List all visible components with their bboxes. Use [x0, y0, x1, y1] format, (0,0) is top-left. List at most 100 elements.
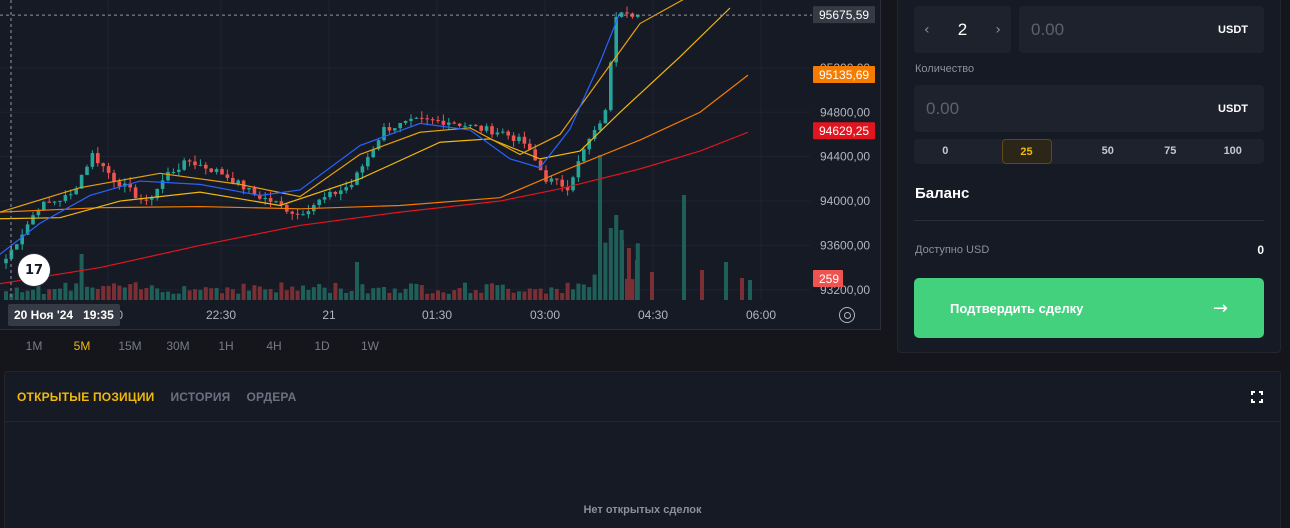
volume-bar: [554, 288, 559, 300]
volume-bar: [484, 284, 489, 300]
order-panel: ‹ 2 › USDT Количество USDT 0 25 50 75 100 Ба…: [897, 0, 1281, 353]
price-chart[interactable]: 95200,0094800,0094400,0094000,0093600,00…: [0, 0, 881, 330]
candle-body: [63, 195, 68, 201]
chevron-right-icon[interactable]: ›: [995, 21, 1001, 38]
candle-body: [592, 130, 597, 139]
volume-bar: [549, 287, 554, 300]
leverage-value: 2: [957, 19, 968, 39]
margin-input[interactable]: [1031, 19, 1211, 40]
candle-body: [598, 123, 602, 131]
volume-bar: [149, 285, 154, 300]
confirm-trade-button[interactable]: Подтвердить сделку →: [914, 278, 1264, 338]
price-tag-label: 259: [819, 272, 839, 286]
candle-body: [468, 124, 473, 126]
volume-bar: [382, 286, 386, 300]
candle-body: [420, 117, 424, 119]
volume-bar: [376, 287, 381, 300]
volume-bar: [333, 282, 338, 300]
candle-body: [636, 14, 640, 17]
candle-body: [328, 191, 332, 198]
candle-body: [436, 120, 440, 122]
timeframe-5m[interactable]: 5M: [73, 339, 91, 353]
available-label: Доступно USD: [915, 244, 990, 256]
candle-body: [69, 194, 73, 196]
volume-bar: [112, 283, 116, 300]
candle-body: [236, 180, 240, 184]
timeframe-1d[interactable]: 1D: [314, 339, 330, 353]
timeframe-4h[interactable]: 4H: [266, 339, 282, 353]
volume-bar: [198, 289, 203, 300]
volume-bar: [430, 293, 435, 300]
candle-body: [522, 136, 527, 144]
leverage-stepper[interactable]: ‹ 2 ›: [914, 6, 1011, 53]
volume-bar: [500, 284, 505, 300]
volume-bar: [176, 293, 181, 300]
positions-tab-1[interactable]: ИСТОРИЯ: [170, 389, 231, 404]
candle-body: [322, 197, 327, 200]
expand-icon[interactable]: [1251, 391, 1263, 403]
volume-bar: [95, 288, 100, 300]
volume-bar: [544, 293, 548, 300]
volume-bar: [182, 286, 187, 300]
ma-mid-line: [0, 7, 731, 220]
candle-body: [398, 122, 402, 129]
candle-body: [268, 198, 273, 202]
candle-body: [150, 198, 154, 200]
volume-bar: [533, 289, 538, 300]
percent-option-25[interactable]: 25: [1001, 139, 1052, 164]
ma-fast-line: [0, 12, 621, 255]
candle-body: [425, 118, 429, 120]
time-axis-label: 04:30: [638, 308, 668, 322]
timeframe-30m[interactable]: 30M: [166, 339, 190, 353]
candle-body: [117, 181, 122, 187]
volume-bar: [317, 284, 322, 300]
time-axis-label: 22:30: [206, 308, 236, 322]
candle-body: [47, 201, 51, 203]
volume-bar: [538, 288, 543, 300]
candle-body: [263, 198, 267, 200]
percent-option-100[interactable]: 100: [1223, 145, 1242, 157]
positions-tabs: ОТКРЫТЫЕ ПОЗИЦИИ ИСТОРИЯ ОРДЕРА: [5, 372, 1280, 422]
candle-body: [317, 199, 321, 206]
timeframe-1w[interactable]: 1W: [361, 339, 379, 353]
candle-body: [403, 120, 408, 123]
percent-option-0[interactable]: 0: [942, 145, 949, 157]
candle-body: [214, 169, 219, 172]
volume-bar: [74, 283, 79, 300]
volume-bar: [290, 286, 295, 300]
chart-settings-icon[interactable]: [839, 307, 855, 323]
volume-bar: [263, 289, 268, 300]
volume-bar: [522, 291, 527, 300]
volume-bar: [371, 288, 376, 300]
time-axis-label: 03:00: [530, 308, 560, 322]
quantity-input-box[interactable]: USDT: [914, 85, 1264, 132]
percent-option-50[interactable]: 50: [1101, 145, 1114, 157]
volume-bar: [748, 280, 752, 300]
chevron-left-icon[interactable]: ‹: [924, 21, 930, 38]
volume-bar: [31, 289, 35, 300]
volume-bar: [511, 292, 516, 300]
volume-bar: [160, 292, 165, 300]
timeframe-15m[interactable]: 15M: [118, 339, 142, 353]
candle-body: [101, 163, 105, 167]
candle-body: [187, 160, 192, 162]
timeframe-1h[interactable]: 1H: [218, 339, 234, 353]
percent-option-75[interactable]: 75: [1164, 145, 1177, 157]
volume-bar: [571, 289, 575, 300]
positions-tab-2[interactable]: ОРДЕРА: [246, 389, 297, 404]
price-tag-bg: [813, 270, 843, 287]
ma-mid2-line: [0, 0, 684, 213]
price-tag-label: 95675,59: [819, 8, 869, 22]
volume-bar: [581, 284, 586, 300]
chart-canvas[interactable]: 95200,0094800,0094400,0094000,0093600,00…: [0, 0, 881, 330]
volume-bar: [90, 287, 95, 300]
margin-input-box[interactable]: USDT: [1019, 6, 1264, 53]
positions-tab-0[interactable]: ОТКРЫТЫЕ ПОЗИЦИИ: [17, 389, 155, 404]
timeframe-1m[interactable]: 1M: [25, 339, 43, 353]
quantity-input[interactable]: [926, 98, 1106, 119]
volume-bar: [398, 292, 403, 300]
candle-body: [42, 201, 46, 210]
tradingview-logo-icon[interactable]: 17: [18, 254, 50, 286]
volume-bar: [614, 215, 619, 300]
volume-bar: [47, 289, 52, 300]
